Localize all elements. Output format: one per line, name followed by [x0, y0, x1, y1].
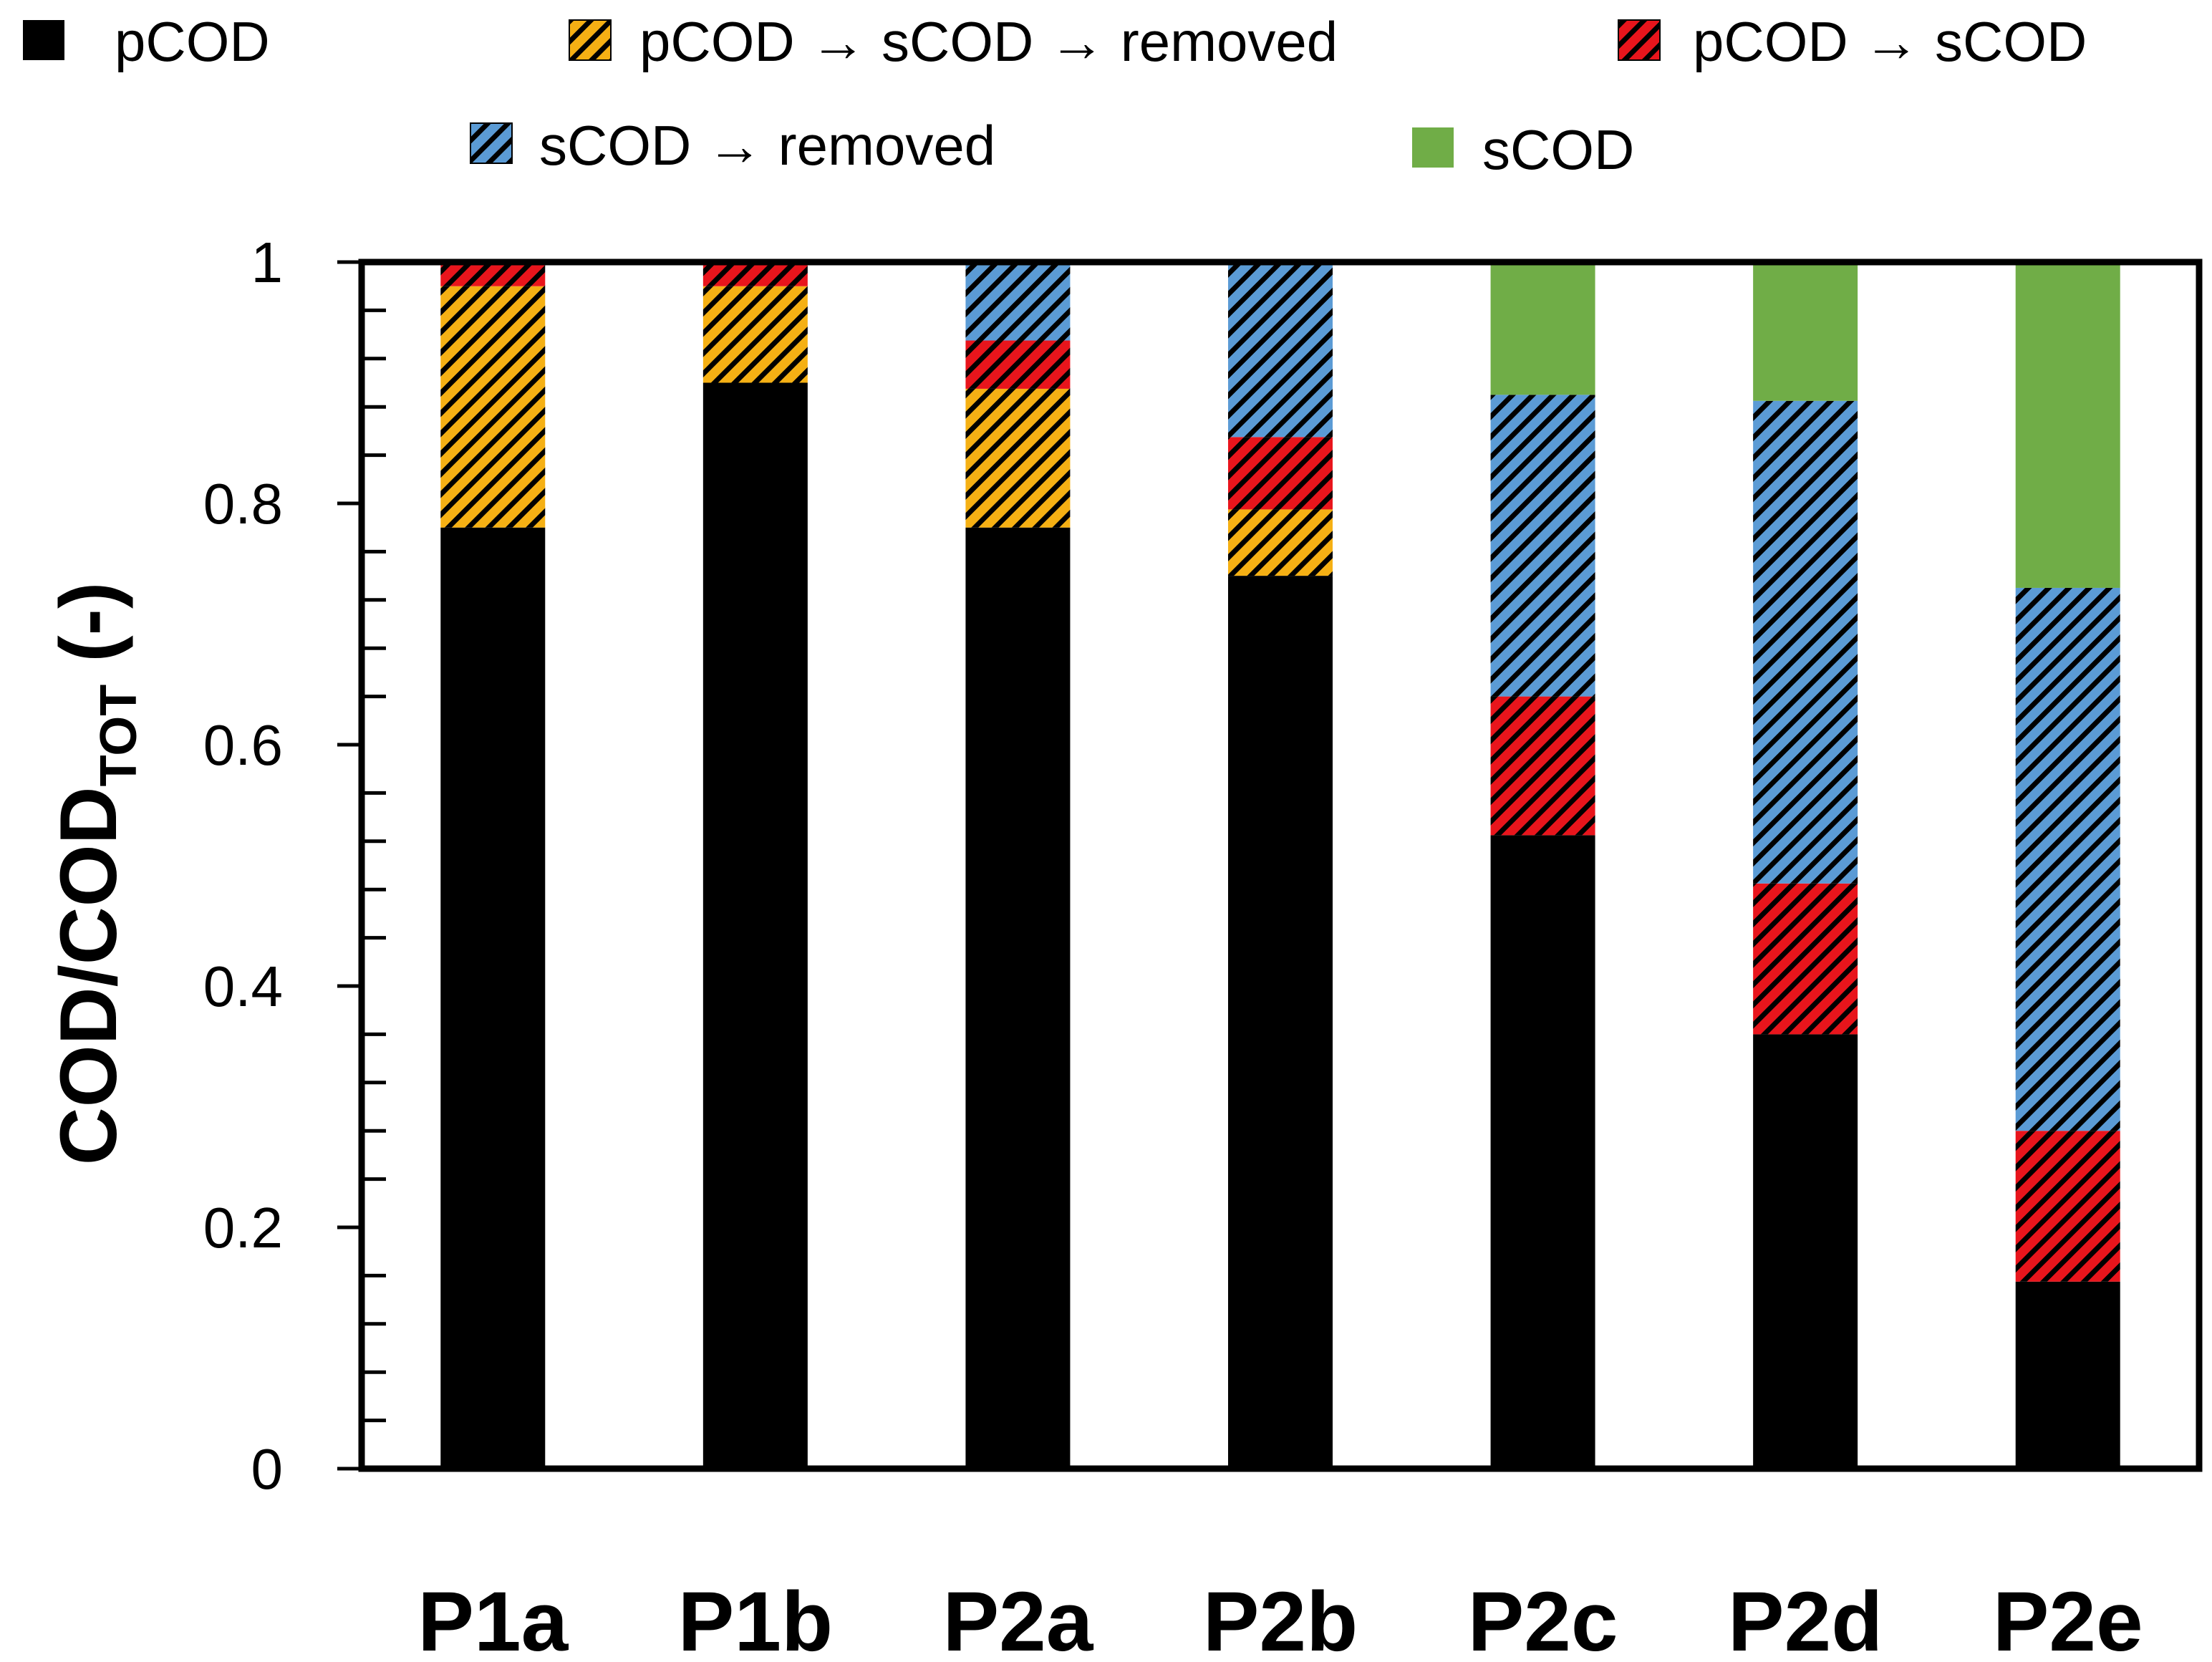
- y-axis-label-suffix: (-): [44, 582, 133, 685]
- x-axis-labels: P1a P1b P2a P2b P2c P2d P2e: [417, 1575, 2143, 1662]
- bars: [440, 262, 2120, 1469]
- bar-segment-p2e-scod-removed: [2015, 587, 2120, 1131]
- legend-label-scod: sCOD: [1482, 118, 1634, 181]
- bar-segment-p2c-scod-removed: [1490, 395, 1595, 697]
- bar-segment-p2e-pcod: [2015, 1281, 2120, 1469]
- plot-frame: [358, 259, 2203, 1472]
- bar-segment-p2d-scod: [1753, 262, 1858, 401]
- x-tick-label-p2e: P2e: [1993, 1575, 2143, 1662]
- x-tick-label-p2b: P2b: [1203, 1575, 1358, 1662]
- bar-segment-p2b-pcod-scod-removed: [1228, 509, 1333, 576]
- legend-item-pcod-scod: pCOD → sCOD: [1618, 10, 2087, 73]
- y-tick-label: 0: [251, 1437, 284, 1501]
- x-tick-label-p1a: P1a: [417, 1575, 569, 1662]
- bar-segment-p1a-pcod-scod-removed: [440, 286, 546, 528]
- legend: pCOD pCOD → sCOD → removed pCOD → sCOD s…: [23, 10, 2087, 181]
- x-tick-label-p2c: P2c: [1468, 1575, 1618, 1662]
- bar-segment-p1b-pcod-scod: [702, 262, 808, 286]
- y-tick-label: 0.8: [203, 472, 283, 536]
- bar-segment-p2c-pcod-scod: [1490, 696, 1595, 836]
- y-axis-label: COD/CODTOT (-): [44, 582, 148, 1166]
- y-axis-label-main: COD/COD: [44, 786, 133, 1165]
- y-tick-label: 0.2: [203, 1196, 283, 1260]
- bar-segment-p2e-pcod-scod: [2015, 1131, 2120, 1282]
- bar-segment-p2c-scod: [1490, 262, 1595, 395]
- x-tick-label-p2a: P2a: [942, 1575, 1093, 1662]
- bar-segment-p2c-pcod: [1490, 835, 1595, 1469]
- bar-segment-p2d-pcod: [1753, 1034, 1858, 1469]
- y-tick-label: 0.4: [203, 955, 283, 1018]
- legend-item-scod: sCOD: [1412, 118, 1634, 181]
- legend-label-scod-removed: sCOD → removed: [539, 114, 995, 177]
- legend-label-pcod-scod: pCOD → sCOD: [1693, 10, 2087, 73]
- bar-segment-p1b-pcod-scod-removed: [702, 286, 808, 383]
- bar-segment-p1b-pcod: [702, 382, 808, 1469]
- legend-swatch-scod-removed: [470, 122, 513, 164]
- bar-segment-p2a-pcod: [965, 527, 1071, 1469]
- bar-segment-p2b-pcod-scod: [1228, 437, 1333, 510]
- x-tick-label-p2d: P2d: [1728, 1575, 1883, 1662]
- bar-segment-p1a-pcod-scod: [440, 262, 546, 286]
- legend-swatch-pcod: [23, 20, 64, 60]
- legend-swatch-pcod-scod-removed: [569, 19, 612, 61]
- y-axis-label-subscript: TOT: [90, 685, 148, 787]
- legend-item-scod-removed: sCOD → removed: [470, 114, 995, 177]
- legend-swatch-scod: [1412, 127, 1454, 168]
- bar-segment-p2b-pcod: [1228, 576, 1333, 1469]
- bar-segment-p2a-scod-removed: [965, 262, 1071, 341]
- legend-item-pcod: pCOD: [23, 10, 270, 73]
- bar-segment-p2e-scod: [2015, 262, 2120, 588]
- legend-label-pcod: pCOD: [115, 10, 270, 73]
- y-axis: 0 0.2 0.4 0.6 0.8 1: [203, 231, 386, 1501]
- bar-segment-p2a-pcod-scod: [965, 340, 1071, 389]
- legend-item-pcod-scod-removed: pCOD → sCOD → removed: [569, 10, 1338, 73]
- bar-segment-p2d-pcod-scod: [1753, 883, 1858, 1035]
- y-tick-label: 1: [251, 231, 284, 294]
- bar-segment-p1a-pcod: [440, 527, 546, 1469]
- bar-segment-p2a-pcod-scod-removed: [965, 388, 1071, 528]
- legend-swatch-pcod-scod: [1618, 19, 1661, 61]
- x-tick-label-p1b: P1b: [678, 1575, 833, 1662]
- legend-label-pcod-scod-removed: pCOD → sCOD → removed: [639, 10, 1338, 73]
- bar-segment-p2d-scod-removed: [1753, 400, 1858, 884]
- bar-segment-p2b-scod-removed: [1228, 262, 1333, 438]
- y-tick-label: 0.6: [203, 713, 283, 777]
